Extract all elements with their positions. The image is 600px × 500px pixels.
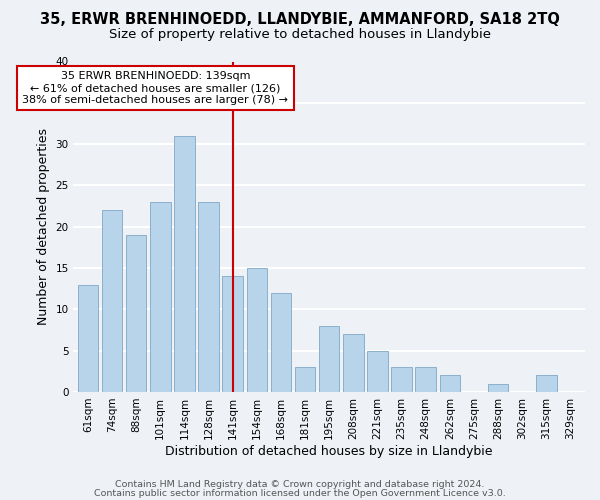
Bar [126, 235, 146, 392]
Bar [488, 384, 508, 392]
Bar [247, 268, 267, 392]
Bar [343, 334, 364, 392]
Bar [415, 367, 436, 392]
Text: 35, ERWR BRENHINOEDD, LLANDYBIE, AMMANFORD, SA18 2TQ: 35, ERWR BRENHINOEDD, LLANDYBIE, AMMANFO… [40, 12, 560, 28]
Bar [77, 284, 98, 392]
Bar [150, 202, 170, 392]
Text: 35 ERWR BRENHINOEDD: 139sqm
← 61% of detached houses are smaller (126)
38% of se: 35 ERWR BRENHINOEDD: 139sqm ← 61% of det… [22, 72, 289, 104]
Bar [223, 276, 243, 392]
Text: Contains HM Land Registry data © Crown copyright and database right 2024.: Contains HM Land Registry data © Crown c… [115, 480, 485, 489]
Bar [391, 367, 412, 392]
Bar [295, 367, 316, 392]
Bar [536, 376, 557, 392]
Bar [174, 136, 194, 392]
Bar [199, 202, 219, 392]
Bar [440, 376, 460, 392]
Bar [271, 293, 291, 392]
Bar [102, 210, 122, 392]
Text: Contains public sector information licensed under the Open Government Licence v3: Contains public sector information licen… [94, 488, 506, 498]
X-axis label: Distribution of detached houses by size in Llandybie: Distribution of detached houses by size … [166, 444, 493, 458]
Bar [319, 326, 340, 392]
Y-axis label: Number of detached properties: Number of detached properties [37, 128, 50, 325]
Text: Size of property relative to detached houses in Llandybie: Size of property relative to detached ho… [109, 28, 491, 41]
Bar [367, 350, 388, 392]
